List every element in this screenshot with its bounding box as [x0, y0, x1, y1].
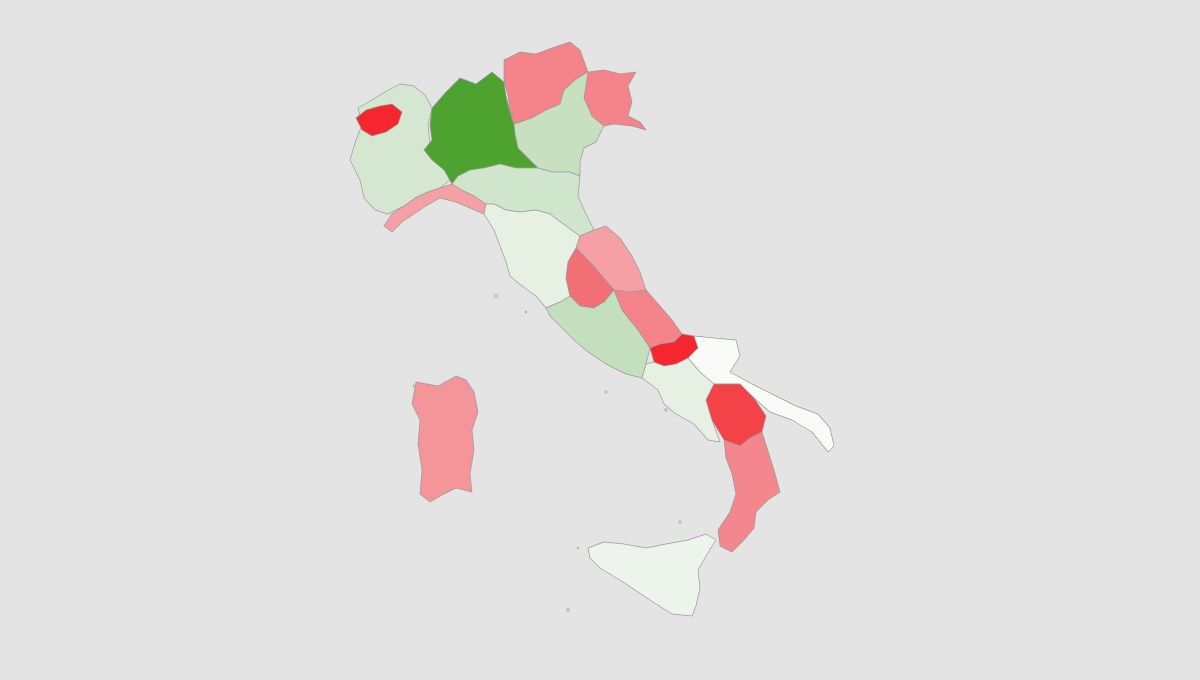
minor-islands — [412, 294, 682, 612]
island-egadi — [576, 546, 580, 550]
island-capri — [664, 408, 668, 412]
region-sicilia[interactable] — [587, 533, 717, 617]
region-puglia[interactable] — [687, 335, 835, 453]
region-friuli-venezia-giulia[interactable] — [583, 69, 647, 131]
island-giglio — [524, 310, 528, 314]
island-eolie — [678, 520, 682, 524]
region-valle-d-aosta[interactable] — [355, 103, 403, 137]
island-ponza — [604, 390, 608, 394]
region-veneto[interactable] — [513, 71, 605, 177]
region-calabria[interactable] — [717, 431, 781, 553]
island-elba — [494, 294, 498, 298]
island-pantelleria — [566, 608, 570, 612]
island-asinara — [412, 384, 416, 388]
region-sardegna[interactable] — [411, 375, 479, 503]
